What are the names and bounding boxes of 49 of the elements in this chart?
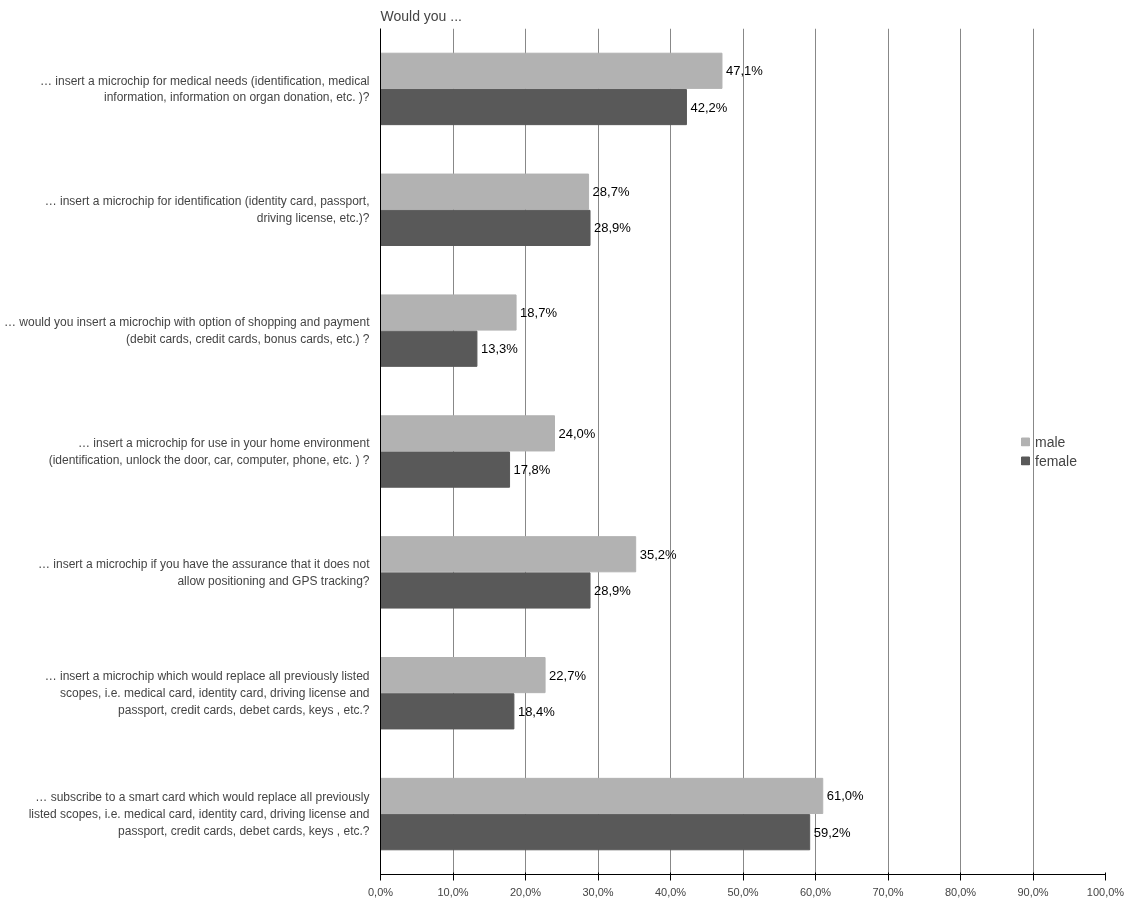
data-label: 28,9% — [594, 582, 632, 598]
x-tick-label: 50,0% — [727, 885, 759, 898]
y-tick-label: … subscribe to a smart card which would replace all previously listed scopes, i.e. medical card, identity card, driving license and passport, credit cards, debet cards, keys , etc.? — [28, 790, 370, 838]
y-tick-label: … insert a microchip for medical needs (identification, medical information, information on organ donation, etc. )? — [40, 73, 370, 105]
data-label: 47,1% — [725, 63, 764, 79]
x-tick-label: 90,0% — [1017, 885, 1049, 898]
x-tick-label: 70,0% — [872, 885, 904, 898]
data-label: 22,7% — [549, 667, 587, 683]
bar — [380, 52, 723, 89]
y-tick-label: … would you insert a microchip with option of shopping and payment (debit cards, credit cards, bonus cards, etc.) ? — [3, 315, 371, 347]
bar — [380, 536, 637, 573]
bar — [380, 88, 687, 126]
bar — [380, 415, 555, 452]
y-tick-label: … insert a microchip for use in your home environment (identification, unlock the door, car, computer, phone, etc. ) ? — [48, 436, 371, 467]
bar — [380, 173, 590, 210]
data-label: 28,7% — [592, 184, 630, 200]
bar — [380, 814, 811, 851]
data-label: 61,0% — [826, 788, 865, 804]
data-label: 24,0% — [558, 425, 596, 441]
x-tick-label: 30,0% — [582, 885, 614, 898]
bar — [380, 209, 591, 246]
bar — [380, 657, 546, 694]
y-tick-label: … insert a microchip if you have the assurance that it does not allow positioning and GPS tracking? — [37, 556, 371, 588]
bar — [380, 294, 517, 331]
bar — [380, 693, 515, 730]
x-tick-label: 100,0% — [1086, 885, 1125, 898]
chart-title: Would you ... — [380, 7, 462, 24]
x-tick-label: 0,0% — [367, 885, 394, 898]
legend-label: male — [1035, 433, 1067, 450]
data-label: 59,2% — [813, 824, 851, 840]
data-label: 35,2% — [639, 546, 677, 562]
data-label: 18,4% — [517, 703, 556, 719]
bar — [380, 777, 824, 815]
x-tick-label: 40,0% — [654, 885, 687, 898]
data-label: 28,9% — [594, 220, 632, 236]
legend-label: female — [1035, 452, 1079, 469]
x-tick-label: 80,0% — [944, 885, 977, 898]
x-tick-label: 60,0% — [799, 885, 832, 898]
data-label: 42,2% — [690, 99, 728, 115]
data-label: 18,7% — [520, 305, 558, 321]
data-label: 13,3% — [480, 341, 519, 357]
bar — [380, 451, 511, 488]
y-tick-label: … insert a microchip for identification (identity card, passport, driving license, etc.)? — [44, 194, 370, 226]
data-label: 17,8% — [513, 462, 551, 478]
bar — [380, 330, 478, 367]
bar — [380, 572, 591, 609]
y-tick-label: … insert a microchip which would replace all previously listed scopes, i.e. medical card, identity card, driving license and passport, credit cards, debet cards, keys , etc.? — [44, 669, 370, 718]
x-tick-label: 10,0% — [437, 885, 469, 898]
x-tick-label: 20,0% — [509, 885, 542, 898]
